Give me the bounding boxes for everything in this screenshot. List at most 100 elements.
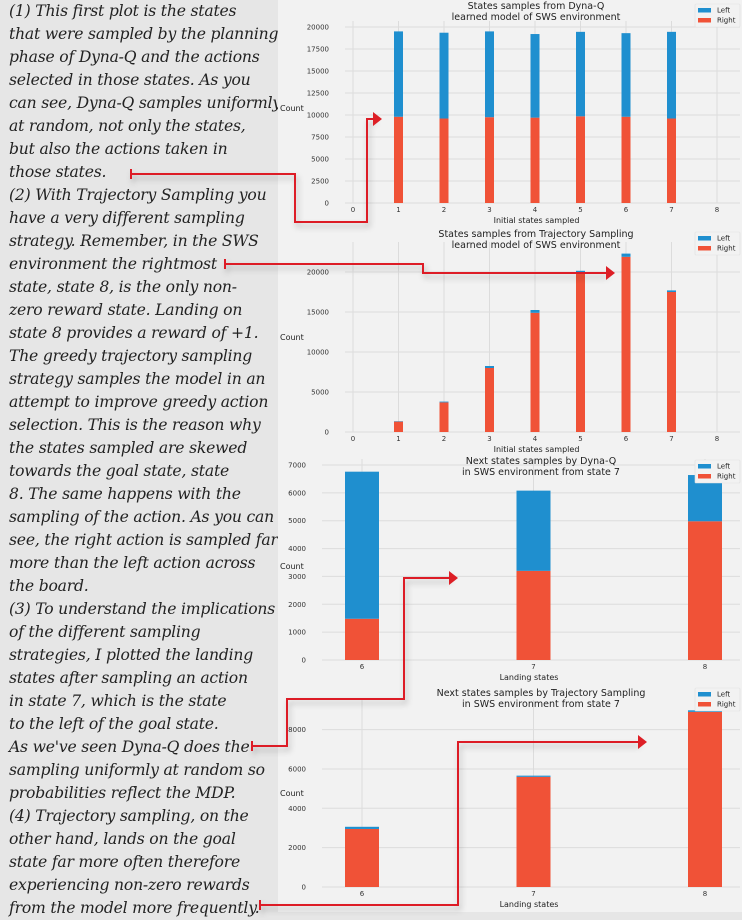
explanation-line: selected in those states. As you xyxy=(9,69,277,92)
x-axis-label: Initial states sampled xyxy=(494,216,580,225)
explanation-line: experiencing non-zero rewards xyxy=(9,874,277,897)
bar-right-2 xyxy=(440,119,449,203)
bar-left-6 xyxy=(345,472,379,619)
explanation-line: 8. The same happens with the xyxy=(9,483,277,506)
chart-title: learned model of SWS environment xyxy=(452,240,621,251)
explanation-line: have a very different sampling xyxy=(9,207,277,230)
bar-right-6 xyxy=(345,829,379,887)
y-tick-label: 10000 xyxy=(307,112,329,120)
legend-label-left: Left xyxy=(717,235,730,243)
chart-title: States samples from Trajectory Sampling xyxy=(438,229,633,240)
bar-right-5 xyxy=(576,273,585,432)
legend-swatch-right xyxy=(698,246,711,251)
x-tick-label: 8 xyxy=(715,206,719,214)
bar-right-6 xyxy=(622,257,631,432)
x-axis-label: Landing states xyxy=(500,673,559,682)
explanation-line: selection. This is the reason why xyxy=(9,414,277,437)
explanation-line: state, state 8, is the only non- xyxy=(9,276,277,299)
bar-left-2 xyxy=(440,33,449,119)
bar-left-6 xyxy=(345,827,379,829)
y-axis-label: Count xyxy=(280,562,304,571)
x-tick-label: 7 xyxy=(531,663,535,671)
explanation-line: probabilities reflect the MDP. xyxy=(9,782,277,805)
y-tick-label: 6000 xyxy=(288,765,306,773)
explanation-line: states after sampling an action xyxy=(9,667,277,690)
explanation-line: (2) With Trajectory Sampling you xyxy=(9,184,277,207)
x-tick-label: 6 xyxy=(360,890,365,898)
x-tick-label: 8 xyxy=(715,435,719,443)
y-tick-label: 5000 xyxy=(311,156,329,164)
y-tick-label: 2500 xyxy=(311,178,329,186)
y-tick-label: 0 xyxy=(325,429,329,437)
y-tick-label: 2000 xyxy=(288,601,306,609)
y-tick-label: 15000 xyxy=(307,68,329,76)
legend-label-right: Right xyxy=(717,473,736,481)
x-tick-label: 5 xyxy=(578,435,582,443)
y-tick-label: 5000 xyxy=(311,389,329,397)
explanation-line: state 8 provides a reward of +1. xyxy=(9,322,277,345)
y-tick-label: 4000 xyxy=(288,805,306,813)
explanation-line: phase of Dyna-Q and the actions xyxy=(9,46,277,69)
x-tick-label: 5 xyxy=(578,206,582,214)
explanation-line: those states. xyxy=(9,161,277,184)
bar-right-7 xyxy=(517,571,551,660)
explanation-line: strategy samples the model in an xyxy=(9,368,277,391)
y-tick-label: 17500 xyxy=(307,46,329,54)
x-tick-label: 8 xyxy=(703,890,707,898)
explanation-line: in state 7, which is the state xyxy=(9,690,277,713)
bar-right-8 xyxy=(688,712,722,887)
bar-right-7 xyxy=(667,292,676,432)
bar-left-4 xyxy=(531,34,540,118)
explanation-line: strategies, I plotted the landing xyxy=(9,644,277,667)
explanation-line: strategy. Remember, in the SWS xyxy=(9,230,277,253)
explanation-line: to the left of the goal state. xyxy=(9,713,277,736)
bar-left-7 xyxy=(517,776,551,777)
x-tick-label: 6 xyxy=(360,663,365,671)
explanation-line: can see, Dyna-Q samples uniformly xyxy=(9,92,277,115)
explanation-line: towards the goal state, state xyxy=(9,460,277,483)
explanation-line: at random, not only the states, xyxy=(9,115,277,138)
legend-label-right: Right xyxy=(717,245,736,253)
explanation-line: The greedy trajectory sampling xyxy=(9,345,277,368)
explanation-line: state far more often therefore xyxy=(9,851,277,874)
x-tick-label: 3 xyxy=(487,435,491,443)
bar-left-6 xyxy=(622,33,631,117)
bar-left-3 xyxy=(485,366,494,368)
explanation-line: (4) Trajectory sampling, on the xyxy=(9,805,277,828)
bar-left-7 xyxy=(517,491,551,571)
y-tick-label: 2000 xyxy=(288,844,306,852)
x-tick-label: 7 xyxy=(531,890,535,898)
bar-right-2 xyxy=(440,402,449,432)
y-tick-label: 15000 xyxy=(307,309,329,317)
x-axis-label: Initial states sampled xyxy=(494,445,580,454)
explanation-line: of the different sampling xyxy=(9,621,277,644)
y-tick-label: 0 xyxy=(325,200,329,208)
y-tick-label: 10000 xyxy=(307,349,329,357)
y-tick-label: 5000 xyxy=(288,517,306,525)
explanation-line: As we've seen Dyna-Q does the xyxy=(9,736,277,759)
chart-title: Next states samples by Dyna-Q xyxy=(466,456,616,467)
bar-right-1 xyxy=(394,117,403,203)
x-tick-label: 3 xyxy=(487,206,491,214)
bar-left-5 xyxy=(576,271,585,273)
bar-left-7 xyxy=(667,32,676,119)
bar-right-6 xyxy=(622,117,631,203)
legend-swatch-left xyxy=(698,692,711,697)
explanation-line: other hand, lands on the goal xyxy=(9,828,277,851)
legend-swatch-right xyxy=(698,18,711,23)
chart-title: in SWS environment from state 7 xyxy=(462,699,620,710)
